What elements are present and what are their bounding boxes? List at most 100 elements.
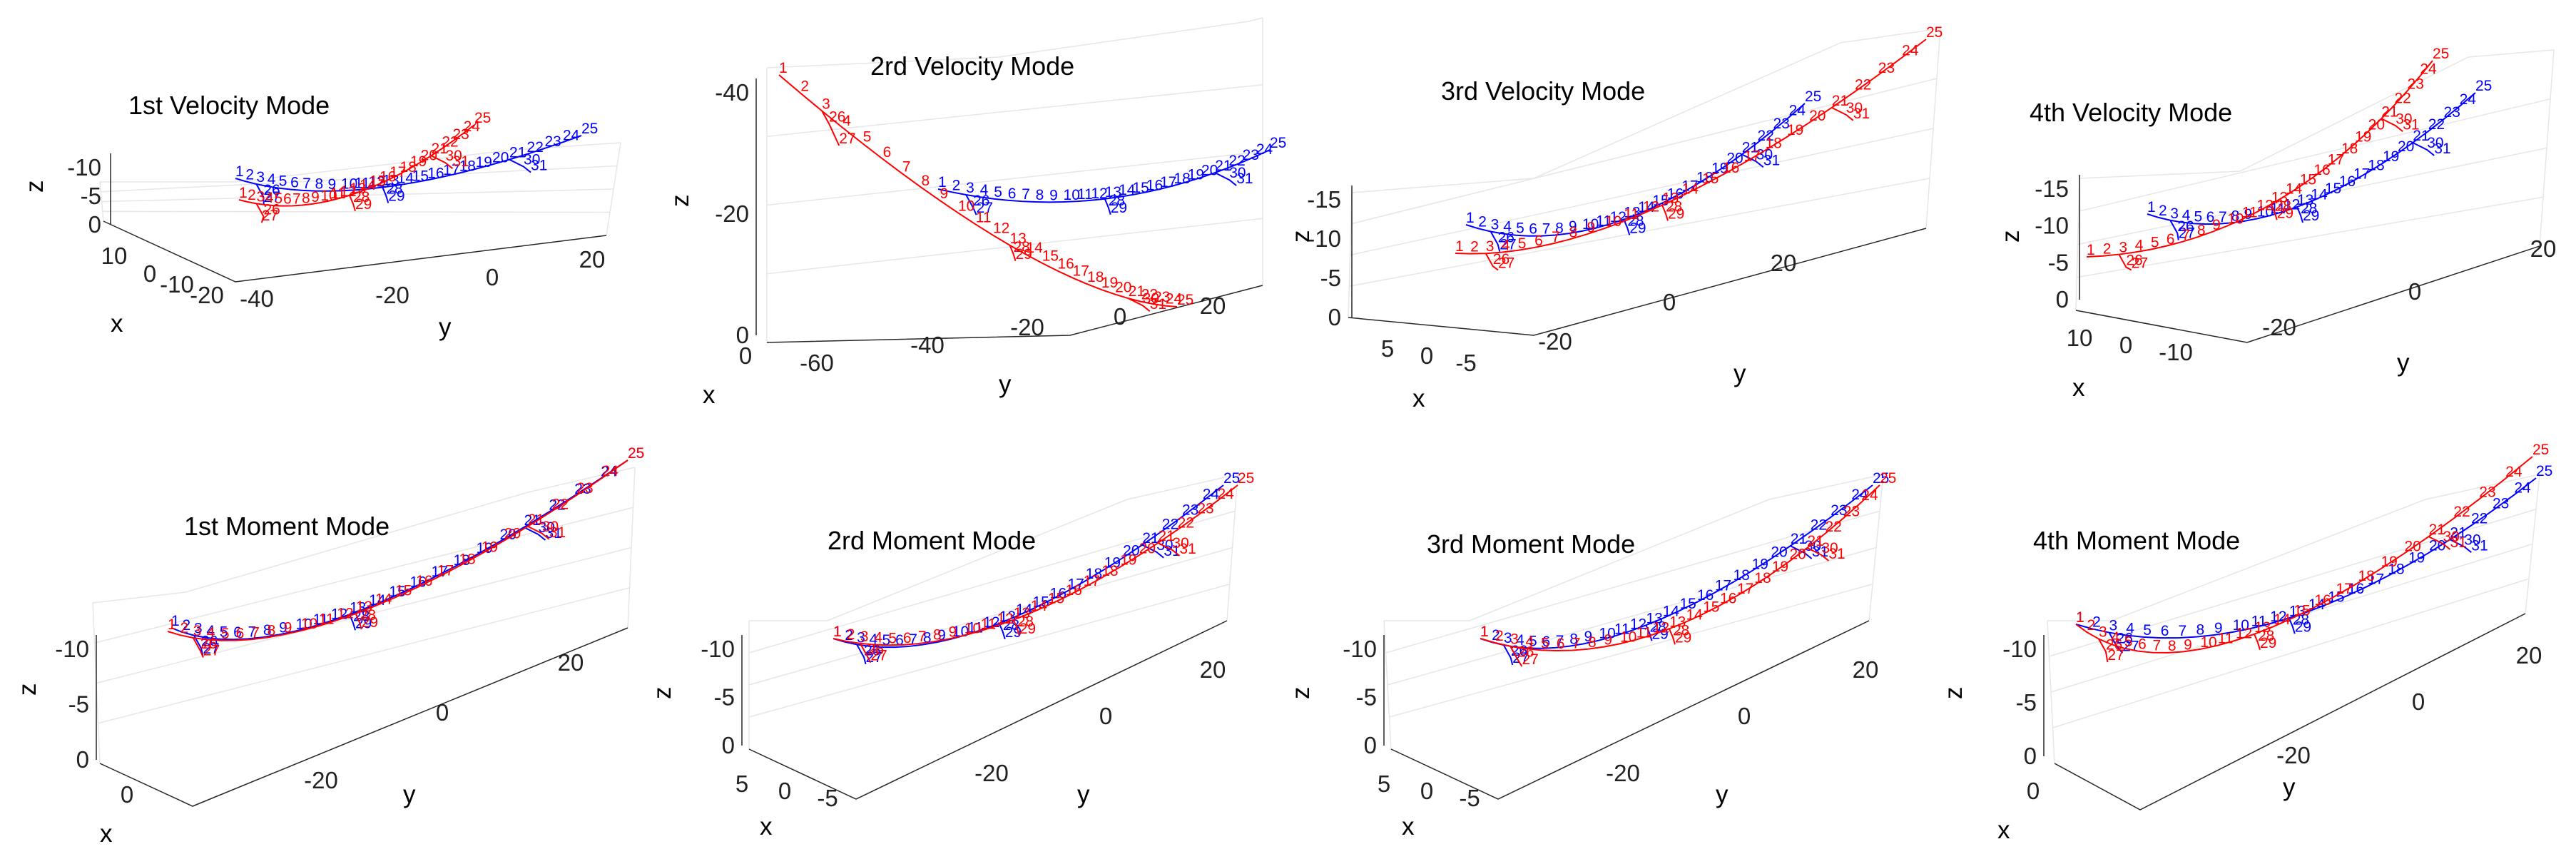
node-label: 18 (453, 552, 469, 569)
y-tick-label: -40 (910, 332, 945, 358)
node-label: 22 (1162, 517, 1178, 533)
series-branch (1510, 646, 1523, 667)
node-label: 17 (1715, 578, 1731, 594)
node-label: 4 (870, 631, 878, 648)
series-branch (1009, 245, 1017, 262)
node-label: 4 (1502, 238, 1510, 254)
node-label: 5 (1516, 220, 1524, 237)
grid-line (1350, 128, 1934, 256)
node-label: 17 (2336, 581, 2352, 597)
node-label: 31 (452, 153, 469, 170)
node-label: 6 (1008, 185, 1017, 202)
series-branch (349, 195, 356, 212)
z-tick-label: -10 (2035, 213, 2069, 239)
node-label: 8 (923, 630, 932, 646)
node-label: 16 (1066, 582, 1082, 599)
node-label: 24 (1217, 486, 1234, 502)
subplot-title: 3rd Velocity Mode (1441, 76, 1645, 106)
node-label: 1 (2087, 242, 2095, 258)
node-label: 23 (452, 126, 469, 143)
node-label: 13 (1010, 230, 1027, 247)
node-label: 3 (1486, 238, 1495, 255)
node-label: 30 (2396, 111, 2412, 127)
node-label: 11 (1636, 625, 1652, 641)
z-tick-label: -20 (715, 200, 749, 227)
node-label: 14 (369, 592, 386, 609)
node-label: 2 (180, 620, 188, 636)
node-label: 6 (2167, 231, 2175, 248)
node-label: 20 (2398, 138, 2414, 155)
node-label: 4 (1516, 632, 1524, 649)
z-axis-label: z (1940, 687, 1967, 700)
node-label: 11 (980, 616, 996, 632)
node-label: 10 (301, 616, 317, 632)
series-branch (1806, 547, 1829, 561)
node-label: 15 (370, 173, 386, 190)
x-tick-label: 0 (739, 342, 752, 369)
node-label: 17 (437, 562, 454, 579)
node-label: 8 (1569, 631, 1578, 648)
node-label: 29 (2303, 208, 2319, 224)
node-label: 10 (2233, 617, 2249, 634)
node-label: 1 (239, 185, 248, 201)
series-branch (1490, 231, 1501, 252)
node-label: 12 (2256, 197, 2273, 213)
node-label: 5 (1541, 635, 1549, 651)
node-label: 3 (256, 169, 265, 185)
node-label: 24 (1861, 487, 1878, 504)
node-label: 19 (1711, 161, 1728, 177)
series-branch (2449, 539, 2472, 554)
node-label: 16 (427, 165, 444, 181)
node-label: 3 (2109, 618, 2117, 634)
z-tick-label: -5 (2048, 249, 2069, 275)
node-label: 5 (994, 184, 1002, 200)
node-label: 19 (476, 154, 492, 171)
series-branch (1141, 544, 1164, 559)
subplot-title: 1st Moment Mode (184, 512, 390, 541)
node-label: 10 (952, 624, 969, 640)
node-label: 14 (397, 171, 414, 187)
node-label: 19 (1104, 554, 1121, 571)
node-label: 14 (1663, 604, 1680, 620)
node-label: 5 (863, 129, 872, 146)
node-label: 4 (2126, 620, 2134, 636)
node-label: 19 (1787, 122, 1803, 138)
node-label: 18 (1174, 171, 1190, 187)
node-label: 7 (2178, 623, 2186, 639)
node-label: 7 (902, 158, 911, 175)
x-axis-label: x (100, 820, 113, 848)
node-label: 11 (355, 175, 370, 191)
node-label: 30 (542, 519, 559, 535)
node-label: 22 (2471, 511, 2488, 527)
node-label: 13 (2271, 189, 2288, 205)
node-label: 8 (263, 622, 272, 639)
node-label: 20 (2368, 116, 2385, 133)
node-label: 24 (1902, 43, 1919, 59)
subplot-3: 3rd Velocity Mode-15-10-505 0 -5-20020zxy1… (1287, 24, 1943, 412)
node-label: 6 (236, 626, 245, 642)
node-label: 25 (1926, 24, 1943, 41)
node-label: 7 (2153, 638, 2162, 654)
node-label: 9 (2184, 636, 2192, 653)
node-label: 21 (1832, 93, 1848, 109)
node-label: 13 (356, 599, 372, 615)
node-label: 10 (1620, 629, 1636, 645)
node-label: 21 (1807, 533, 1823, 549)
node-label: 3 (194, 621, 203, 637)
node-label: 23 (1878, 60, 1895, 76)
node-label: 17 (390, 164, 406, 181)
grid-line (102, 210, 611, 213)
y-tick-label: 0 (1738, 703, 1751, 729)
node-label: 6 (883, 144, 892, 161)
node-label: 22 (442, 133, 458, 150)
y-tick-label: -20 (1010, 314, 1044, 340)
y-tick-label: 0 (1114, 303, 1126, 330)
node-label: 29 (2277, 205, 2294, 221)
series-branch (509, 158, 531, 173)
node-label: 30 (2427, 135, 2443, 151)
node-label: 26 (867, 641, 884, 658)
node-label: 12 (337, 605, 353, 621)
node-label: 29 (1629, 220, 1646, 237)
